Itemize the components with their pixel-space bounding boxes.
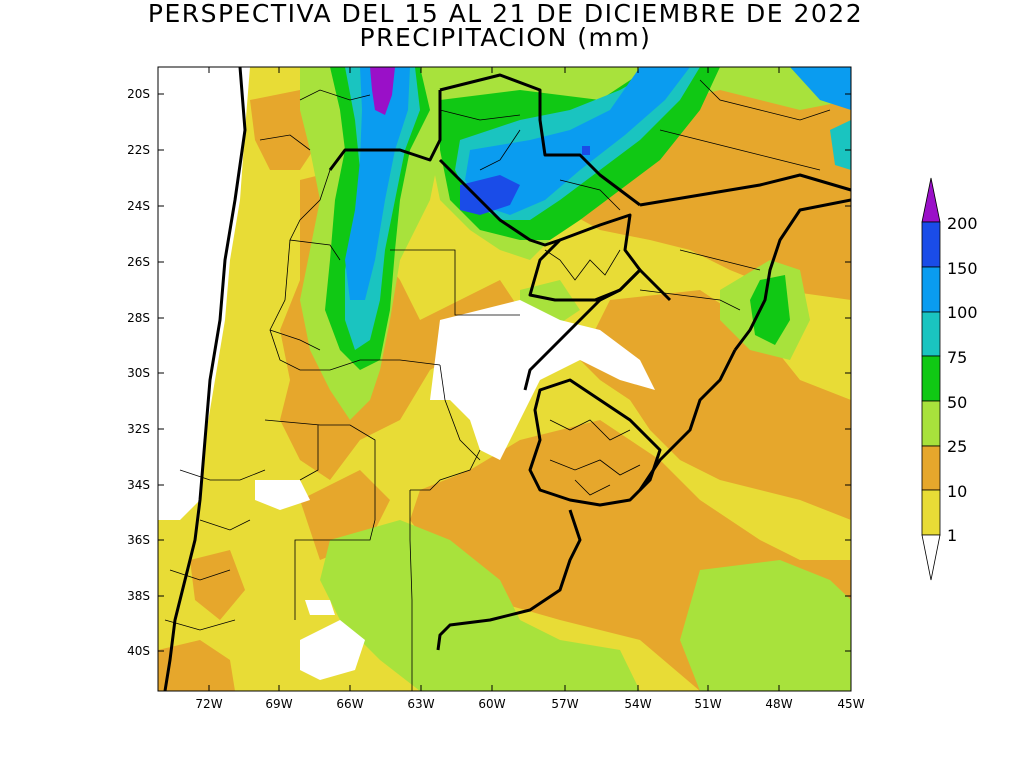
title-line-1: PERSPECTIVA DEL 15 AL 21 DE DICIEMBRE DE… bbox=[147, 0, 864, 28]
axis-ticks bbox=[158, 67, 852, 691]
x-tick-label: 72W bbox=[195, 697, 222, 711]
legend-25-50 bbox=[921, 400, 941, 447]
x-tick-label: 57W bbox=[551, 697, 578, 711]
legend-label: 200 bbox=[947, 214, 978, 233]
x-tick-label: 66W bbox=[336, 697, 363, 711]
legend-50-75 bbox=[921, 355, 941, 402]
title-line-2: PRECIPITACION (mm) bbox=[359, 23, 652, 52]
x-tick-label: 60W bbox=[478, 697, 505, 711]
country-borders bbox=[163, 67, 851, 691]
y-tick-label: 28S bbox=[127, 311, 150, 325]
legend-lt1 bbox=[921, 534, 941, 581]
legend-label: 50 bbox=[947, 393, 967, 412]
y-tick-label: 40S bbox=[127, 644, 150, 658]
y-tick-label: 30S bbox=[127, 366, 150, 380]
province-borders bbox=[164, 79, 831, 691]
x-tick-label: 51W bbox=[694, 697, 721, 711]
x-tick-label: 45W bbox=[837, 697, 864, 711]
y-axis-labels: 20S 22S 24S 26S 28S 30S 32S 34S 36S 38S … bbox=[127, 87, 150, 658]
y-tick-label: 26S bbox=[127, 255, 150, 269]
y-tick-label: 20S bbox=[127, 87, 150, 101]
y-tick-label: 24S bbox=[127, 199, 150, 213]
field-150-200 bbox=[460, 146, 590, 215]
x-tick-label: 48W bbox=[765, 697, 792, 711]
legend-75-100 bbox=[921, 311, 941, 357]
y-tick-label: 38S bbox=[127, 589, 150, 603]
x-tick-label: 69W bbox=[265, 697, 292, 711]
field-gt200 bbox=[370, 67, 395, 115]
legend-1-10 bbox=[921, 489, 941, 536]
legend-label: 25 bbox=[947, 437, 967, 456]
y-tick-label: 22S bbox=[127, 143, 150, 157]
legend-label: 10 bbox=[947, 482, 967, 501]
legend-label: 150 bbox=[947, 259, 978, 278]
field-100-150 bbox=[345, 67, 851, 300]
plot-frame bbox=[157, 66, 852, 692]
legend-100-150 bbox=[921, 266, 941, 313]
x-tick-label: 54W bbox=[624, 697, 651, 711]
color-legend: 200 150 100 75 50 25 10 1 bbox=[921, 177, 978, 581]
precipitation-field bbox=[158, 67, 851, 691]
legend-gt200 bbox=[921, 177, 941, 223]
x-axis-labels: 72W 69W 66W 63W 60W 57W 54W 51W 48W 45W bbox=[195, 697, 864, 711]
legend-label: 75 bbox=[947, 348, 967, 367]
x-tick-label: 63W bbox=[407, 697, 434, 711]
field-lt1 bbox=[158, 67, 655, 680]
legend-label: 100 bbox=[947, 303, 978, 322]
y-tick-label: 34S bbox=[127, 478, 150, 492]
legend-10-25 bbox=[921, 445, 941, 491]
y-tick-label: 32S bbox=[127, 422, 150, 436]
map-title: PERSPECTIVA DEL 15 AL 21 DE DICIEMBRE DE… bbox=[0, 0, 1011, 52]
legend-150-200 bbox=[921, 221, 941, 268]
legend-label: 1 bbox=[947, 526, 957, 545]
y-tick-label: 36S bbox=[127, 533, 150, 547]
